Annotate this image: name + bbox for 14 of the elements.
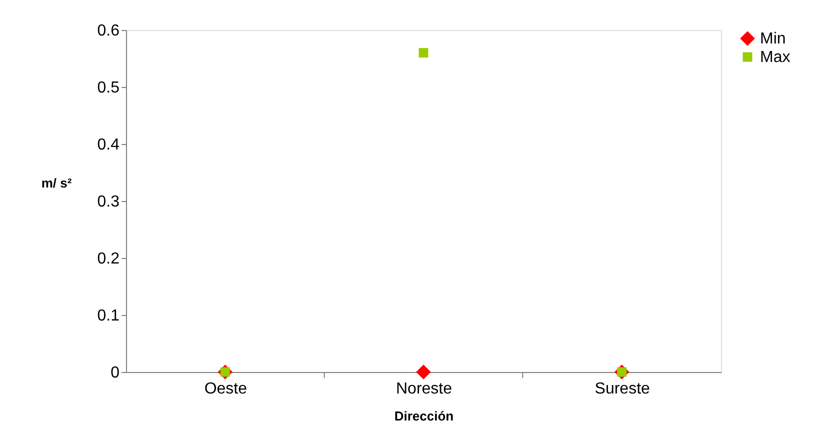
y-tick-label: 0.3 — [97, 194, 120, 210]
x-tick-label: Noreste — [396, 380, 452, 398]
legend-label: Max — [760, 49, 790, 66]
y-tick-label: 0.1 — [97, 308, 120, 324]
x-tick-label: Sureste — [594, 380, 650, 398]
x-axis-title: Dirección — [394, 408, 454, 424]
y-tick-label: 0.6 — [97, 22, 120, 40]
y-tick-label: 0.5 — [97, 80, 120, 96]
legend-label: Min — [760, 30, 786, 48]
y-tick-label: 0.2 — [97, 250, 120, 268]
x-tick-label: Oeste — [204, 380, 248, 398]
y-tick-label: 0.4 — [97, 136, 120, 154]
y-axis-title: m/ s² — [41, 176, 72, 190]
y-tick-label: 0 — [110, 364, 120, 382]
